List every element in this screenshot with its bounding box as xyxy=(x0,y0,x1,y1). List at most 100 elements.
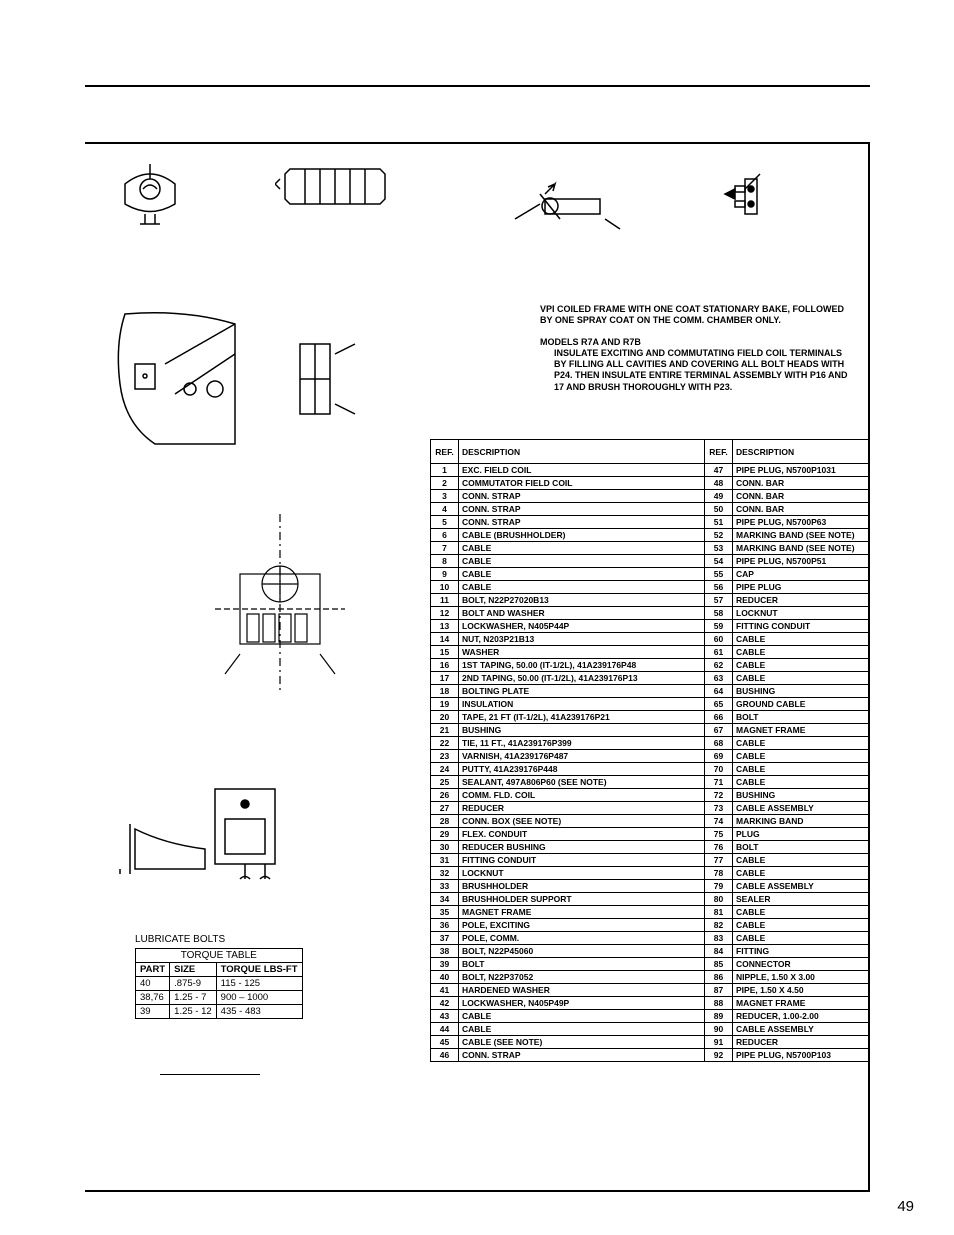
page-number: 49 xyxy=(897,1198,914,1215)
parts-row: 80SEALER xyxy=(705,893,869,906)
parts-desc: CABLE xyxy=(459,542,705,555)
diagram-2-icon xyxy=(275,159,395,214)
parts-desc: CABLE xyxy=(733,659,869,672)
diagram-3-icon xyxy=(505,179,625,239)
parts-row: 36POLE, EXCITING xyxy=(431,919,705,932)
parts-ref: 69 xyxy=(705,750,733,763)
parts-ref: 88 xyxy=(705,997,733,1010)
parts-ref: 39 xyxy=(431,958,459,971)
parts-desc: BUSHING xyxy=(459,724,705,737)
parts-desc: 2ND TAPING, 50.00 (IT-1/2L), 41A239176P1… xyxy=(459,672,705,685)
parts-ref: 38 xyxy=(431,945,459,958)
parts-row: 62CABLE xyxy=(705,659,869,672)
torque-col-torque: TORQUE LBS-FT xyxy=(216,963,302,977)
parts-row: 85CONNECTOR xyxy=(705,958,869,971)
parts-row: 12BOLT AND WASHER xyxy=(431,607,705,620)
parts-row: 4CONN. STRAP xyxy=(431,503,705,516)
parts-ref: 25 xyxy=(431,776,459,789)
parts-desc: CONN. STRAP xyxy=(459,516,705,529)
parts-row: 40BOLT, N22P37052 xyxy=(431,971,705,984)
parts-row: 78CABLE xyxy=(705,867,869,880)
parts-row: 57REDUCER xyxy=(705,594,869,607)
parts-desc: BOLT xyxy=(459,958,705,971)
parts-ref: 73 xyxy=(705,802,733,815)
parts-row: 27REDUCER xyxy=(431,802,705,815)
parts-ref: 91 xyxy=(705,1036,733,1049)
parts-desc: REDUCER xyxy=(733,594,869,607)
parts-desc: CABLE xyxy=(733,750,869,763)
parts-row: 7CABLE xyxy=(431,542,705,555)
parts-desc: PIPE PLUG, N5700P63 xyxy=(733,516,869,529)
parts-ref: 8 xyxy=(431,555,459,568)
parts-ref: 83 xyxy=(705,932,733,945)
parts-desc: REDUCER xyxy=(733,1036,869,1049)
diagram-7-icon xyxy=(105,774,305,884)
parts-desc: PIPE PLUG, N5700P51 xyxy=(733,555,869,568)
parts-ref: 89 xyxy=(705,1010,733,1023)
parts-desc: FITTING CONDUIT xyxy=(459,854,705,867)
parts-row: 89REDUCER, 1.00-2.00 xyxy=(705,1010,869,1023)
parts-row: 20TAPE, 21 FT (IT-1/2L), 41A239176P21 xyxy=(431,711,705,724)
parts-row: 1EXC. FIELD COIL xyxy=(431,464,705,477)
parts-ref: 68 xyxy=(705,737,733,750)
parts-row: 43CABLE xyxy=(431,1010,705,1023)
parts-ref: 26 xyxy=(431,789,459,802)
parts-ref: 82 xyxy=(705,919,733,932)
parts-desc: BOLT, N22P27020B13 xyxy=(459,594,705,607)
parts-ref: 56 xyxy=(705,581,733,594)
parts-row: 39BOLT xyxy=(431,958,705,971)
parts-ref: 42 xyxy=(431,997,459,1010)
parts-row: 11BOLT, N22P27020B13 xyxy=(431,594,705,607)
parts-desc: CABLE ASSEMBLY xyxy=(733,802,869,815)
parts-ref: 20 xyxy=(431,711,459,724)
parts-ref: 6 xyxy=(431,529,459,542)
parts-header-ref: REF. xyxy=(431,440,459,464)
parts-desc: CABLE xyxy=(733,763,869,776)
parts-desc: CONN. BOX (SEE NOTE) xyxy=(459,815,705,828)
parts-ref: 58 xyxy=(705,607,733,620)
parts-desc: TAPE, 21 FT (IT-1/2L), 41A239176P21 xyxy=(459,711,705,724)
parts-row: 88MAGNET FRAME xyxy=(705,997,869,1010)
parts-row: 9CABLE xyxy=(431,568,705,581)
torque-row: 39 1.25 - 12 435 - 483 xyxy=(136,1005,303,1019)
parts-ref: 48 xyxy=(705,477,733,490)
parts-desc: CABLE xyxy=(459,555,705,568)
parts-ref: 62 xyxy=(705,659,733,672)
parts-desc: COMM. FLD. COIL xyxy=(459,789,705,802)
parts-desc: LOCKNUT xyxy=(459,867,705,880)
parts-ref: 27 xyxy=(431,802,459,815)
parts-desc: 1ST TAPING, 50.00 (IT-1/2L), 41A239176P4… xyxy=(459,659,705,672)
parts-desc: PIPE PLUG xyxy=(733,581,869,594)
parts-desc: BOLT, N22P45060 xyxy=(459,945,705,958)
parts-desc: VARNISH, 41A239176P487 xyxy=(459,750,705,763)
parts-ref: 60 xyxy=(705,633,733,646)
parts-desc: BUSHING xyxy=(733,685,869,698)
parts-row: 83CABLE xyxy=(705,932,869,945)
parts-desc: CABLE xyxy=(733,932,869,945)
parts-desc: GROUND CABLE xyxy=(733,698,869,711)
parts-row: 81CABLE xyxy=(705,906,869,919)
parts-desc: LOCKWASHER, N405P49P xyxy=(459,997,705,1010)
parts-desc: CABLE ASSEMBLY xyxy=(733,880,869,893)
parts-desc: SEALER xyxy=(733,893,869,906)
parts-ref: 63 xyxy=(705,672,733,685)
parts-desc: MAGNET FRAME xyxy=(459,906,705,919)
parts-desc: CABLE xyxy=(459,568,705,581)
parts-row: 172ND TAPING, 50.00 (IT-1/2L), 41A239176… xyxy=(431,672,705,685)
parts-row: 28CONN. BOX (SEE NOTE) xyxy=(431,815,705,828)
parts-desc: CABLE xyxy=(733,854,869,867)
parts-ref: 23 xyxy=(431,750,459,763)
note-2-head: MODELS R7A AND R7B xyxy=(540,337,850,348)
parts-row: 90CABLE ASSEMBLY xyxy=(705,1023,869,1036)
parts-ref: 75 xyxy=(705,828,733,841)
parts-row: 69CABLE xyxy=(705,750,869,763)
parts-ref: 78 xyxy=(705,867,733,880)
parts-desc: WASHER xyxy=(459,646,705,659)
parts-row: 73CABLE ASSEMBLY xyxy=(705,802,869,815)
parts-ref: 65 xyxy=(705,698,733,711)
parts-desc: BOLT xyxy=(733,841,869,854)
parts-row: 24PUTTY, 41A239176P448 xyxy=(431,763,705,776)
parts-row: 82CABLE xyxy=(705,919,869,932)
parts-row: 19INSULATION xyxy=(431,698,705,711)
parts-row: 22TIE, 11 FT., 41A239176P399 xyxy=(431,737,705,750)
